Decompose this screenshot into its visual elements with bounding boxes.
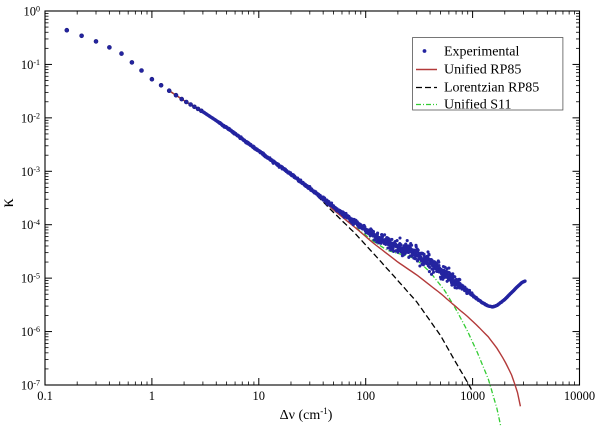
svg-text:Experimental: Experimental (444, 45, 520, 60)
svg-text:10000: 10000 (564, 389, 595, 403)
svg-text:κ: κ (0, 198, 17, 207)
svg-text:Unified S11: Unified S11 (444, 98, 512, 113)
svg-text:1: 1 (149, 389, 155, 403)
svg-text:10: 10 (253, 389, 266, 403)
svg-text:Unified RP85: Unified RP85 (444, 63, 521, 78)
svg-text:1000: 1000 (460, 389, 485, 403)
svg-text:Lorentzian RP85: Lorentzian RP85 (444, 81, 539, 96)
svg-text:0.1: 0.1 (37, 389, 53, 403)
svg-text:100: 100 (356, 389, 375, 403)
